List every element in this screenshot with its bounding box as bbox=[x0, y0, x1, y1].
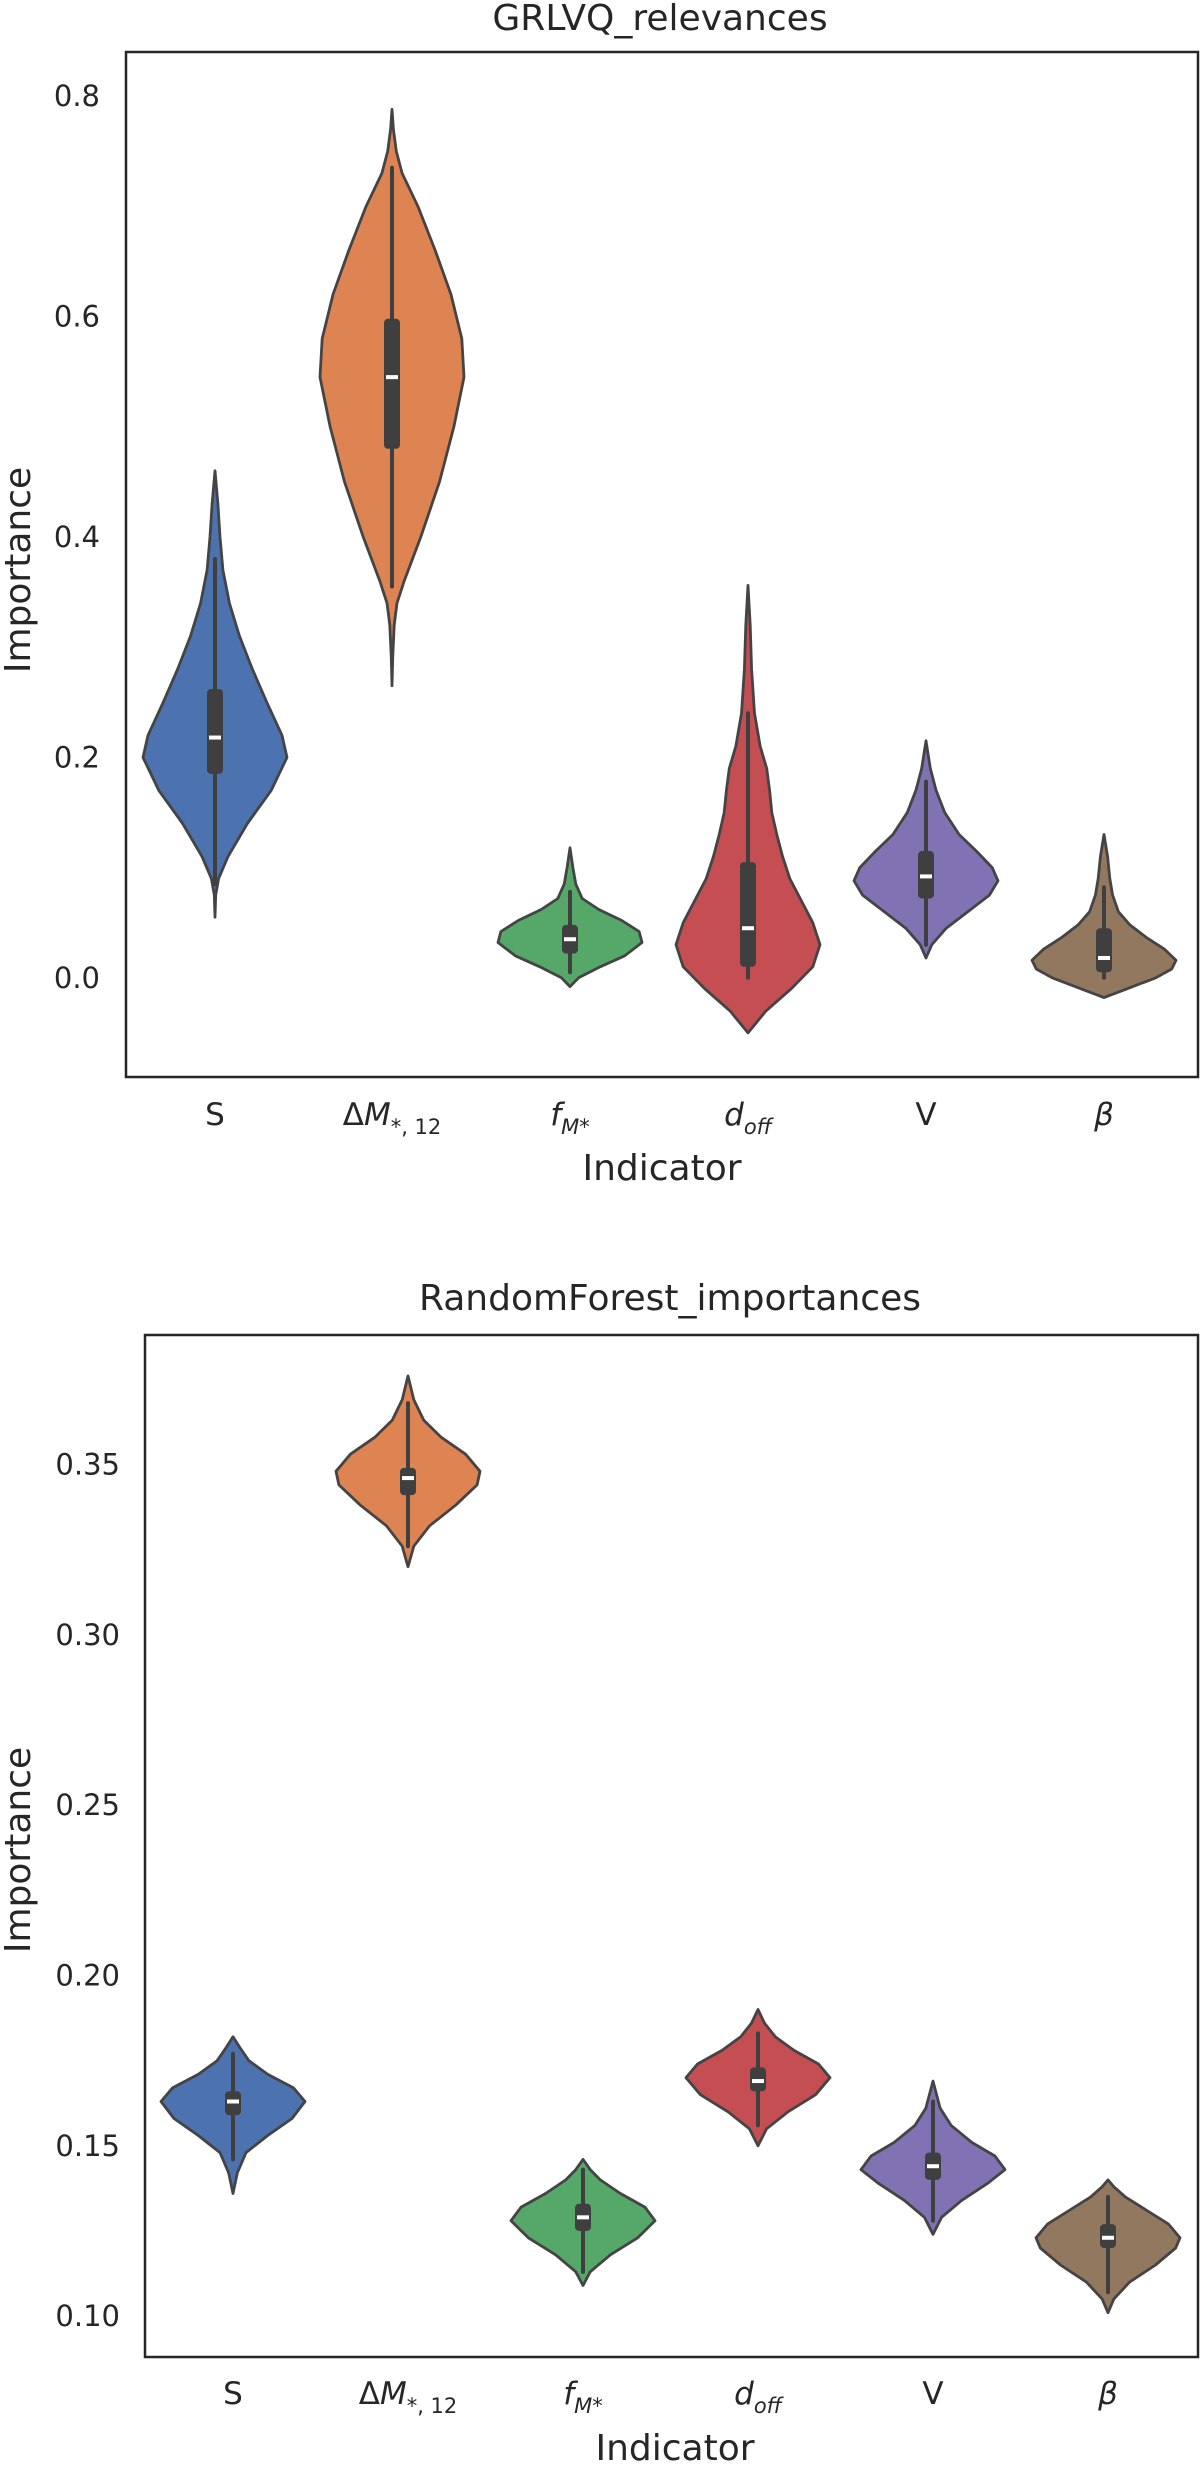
x-tick-label: fM* bbox=[550, 1097, 590, 1139]
violin-median bbox=[402, 1476, 414, 1481]
x-tick-label: V bbox=[922, 2376, 943, 2412]
y-tick-label: 0.35 bbox=[55, 1447, 120, 1481]
violin-5 bbox=[1030, 833, 1178, 999]
plot-frame-grlvq bbox=[124, 50, 1200, 1079]
x-tick-label: β bbox=[1093, 1097, 1114, 1133]
x-tick-label: ΔM*, 12 bbox=[343, 1097, 442, 1139]
y-ticks-grlvq: 0.0 0.2 0.4 0.6 0.8 bbox=[54, 79, 100, 995]
violin-2 bbox=[496, 846, 644, 988]
violins-grlvq bbox=[141, 107, 1178, 1035]
violin-median bbox=[927, 2164, 939, 2169]
x-tick-label: V bbox=[915, 1097, 936, 1133]
violin-0 bbox=[141, 469, 289, 919]
y-tick-label: 0.8 bbox=[54, 79, 100, 113]
violin-iqr-box bbox=[207, 689, 223, 774]
violin-median bbox=[742, 926, 754, 931]
violin-2 bbox=[509, 2158, 657, 2287]
y-tick-label: 0.30 bbox=[55, 1618, 120, 1652]
y-tick-label: 0.20 bbox=[55, 1958, 120, 1992]
x-tick-label: doff bbox=[734, 2376, 785, 2418]
x-tick-label: S bbox=[223, 2376, 243, 2412]
y-tick-label: 0.25 bbox=[55, 1788, 120, 1822]
violin-iqr-box bbox=[384, 318, 400, 449]
chart-title-randomforest: RandomForest_importances bbox=[419, 1278, 921, 1319]
violin-5 bbox=[1034, 2178, 1182, 2315]
violin-median bbox=[577, 2215, 589, 2220]
violin-median bbox=[752, 2079, 764, 2084]
chart-grlvq: GRLVQ_relevances 0.0 0.2 0.4 0.6 0.8 S ΔM*, 1… bbox=[0, 0, 1200, 1189]
violin-3 bbox=[684, 2008, 832, 2148]
y-axis-label-randomforest: Importance bbox=[0, 1747, 39, 1953]
y-tick-label: 0.6 bbox=[54, 300, 100, 334]
chart-title-grlvq: GRLVQ_relevances bbox=[492, 0, 827, 39]
violin-1 bbox=[318, 107, 466, 688]
x-tick-label: S bbox=[205, 1097, 225, 1133]
violin-median bbox=[386, 375, 398, 380]
violin-1 bbox=[334, 1374, 482, 1569]
violin-median bbox=[227, 2099, 239, 2104]
x-axis-label-randomforest: Indicator bbox=[595, 2428, 754, 2466]
violin-median bbox=[1102, 2235, 1114, 2240]
violin-median bbox=[564, 937, 576, 942]
y-tick-label: 0.0 bbox=[54, 961, 100, 995]
y-tick-label: 0.10 bbox=[55, 2299, 120, 2333]
plot-frame-randomforest bbox=[143, 1333, 1200, 2359]
violin-0 bbox=[159, 2035, 307, 2195]
violins-randomforest bbox=[159, 1374, 1182, 2315]
violin-4 bbox=[852, 739, 1000, 960]
y-tick-label: 0.4 bbox=[54, 520, 100, 554]
violin-iqr-box bbox=[740, 862, 756, 967]
violin-iqr-box bbox=[400, 1467, 416, 1496]
violin-median bbox=[209, 735, 221, 740]
x-tick-label: ΔM*, 12 bbox=[359, 2376, 458, 2418]
x-tick-label: β bbox=[1097, 2376, 1118, 2412]
y-ticks-randomforest: 0.10 0.15 0.20 0.25 0.30 0.35 bbox=[55, 1447, 120, 2333]
violin-iqr-box bbox=[1096, 928, 1112, 973]
x-tick-label: doff bbox=[724, 1097, 775, 1139]
x-axis-label-grlvq: Indicator bbox=[582, 1148, 741, 1189]
y-axis-label-grlvq: Importance bbox=[0, 467, 39, 673]
violin-3 bbox=[674, 584, 822, 1035]
violin-median bbox=[920, 874, 932, 879]
violin-4 bbox=[859, 2079, 1007, 2236]
y-tick-label: 0.15 bbox=[55, 2129, 120, 2163]
chart-randomforest: RandomForest_importances 0.10 0.15 0.20 0.2… bbox=[0, 1278, 1200, 2466]
x-tick-label: fM* bbox=[563, 2376, 603, 2418]
violin-median bbox=[1098, 955, 1110, 960]
y-tick-label: 0.2 bbox=[54, 740, 100, 774]
